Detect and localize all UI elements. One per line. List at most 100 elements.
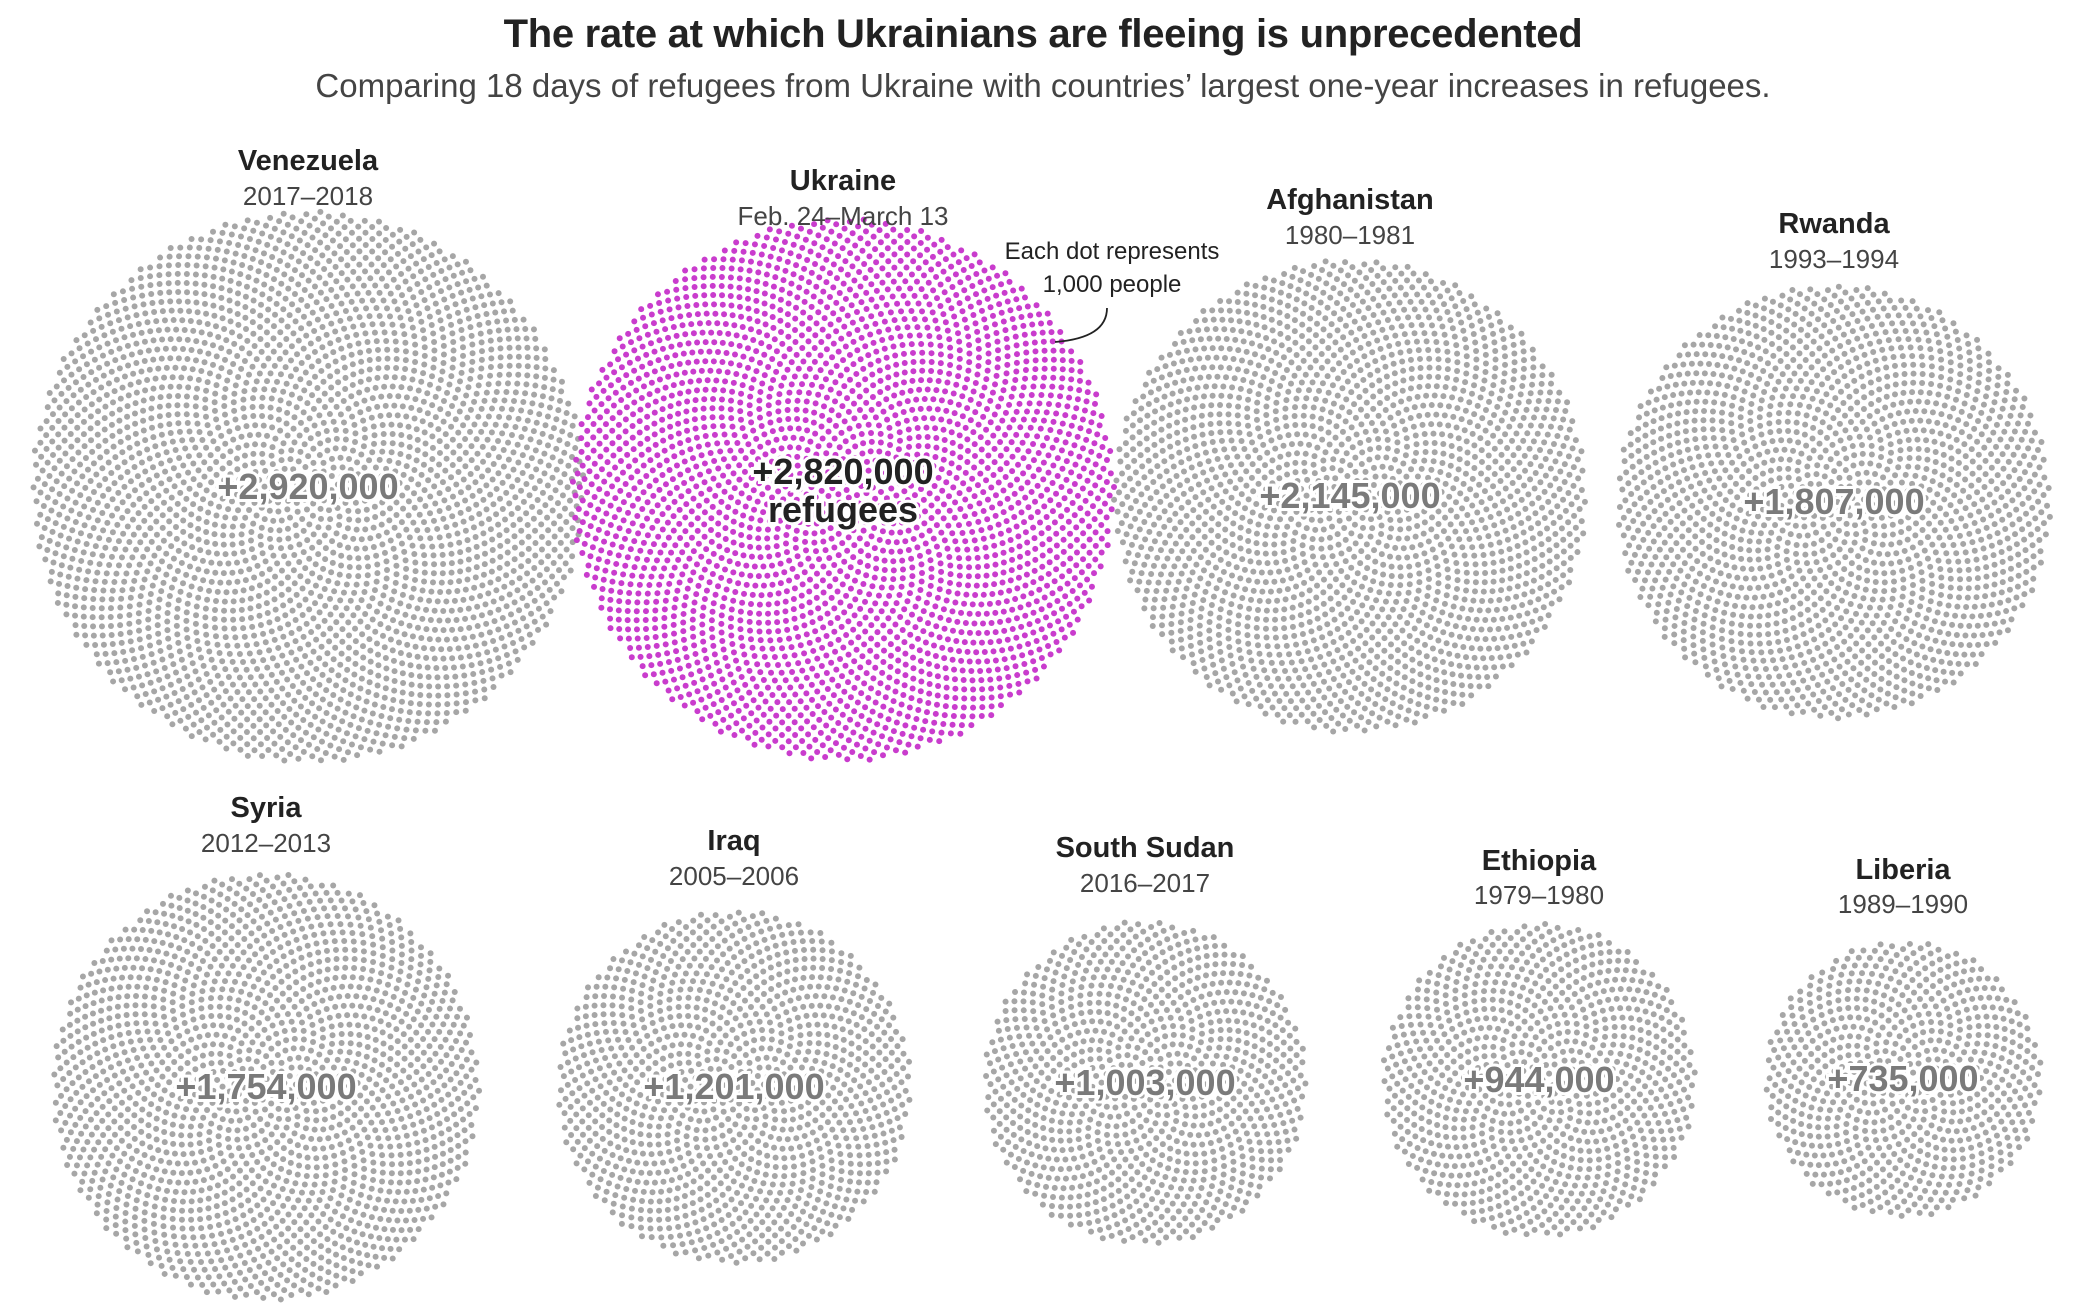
dot — [909, 377, 916, 384]
dot — [195, 594, 202, 601]
dot — [369, 595, 376, 602]
dot — [851, 455, 858, 462]
dot — [37, 489, 44, 496]
dot — [350, 323, 357, 330]
dot — [300, 409, 307, 416]
dot — [242, 557, 249, 564]
dot — [231, 407, 238, 414]
dot — [127, 594, 134, 601]
dot — [266, 475, 273, 482]
dot — [835, 682, 842, 689]
dot — [683, 541, 690, 548]
dot — [503, 489, 510, 496]
dot — [405, 498, 412, 505]
dot — [952, 538, 959, 545]
dot — [479, 669, 486, 676]
dot — [207, 430, 214, 437]
dot — [940, 515, 947, 522]
dot — [386, 313, 393, 320]
dot — [77, 461, 84, 468]
dot — [1023, 408, 1030, 415]
dot — [375, 672, 382, 679]
dot — [165, 411, 172, 418]
dot — [812, 494, 819, 501]
dot — [1053, 410, 1060, 417]
dot — [162, 468, 169, 475]
dot — [935, 377, 942, 384]
dot — [442, 276, 449, 283]
dot — [529, 577, 536, 584]
dot — [692, 650, 699, 657]
dot — [472, 642, 479, 649]
dot — [301, 387, 308, 394]
dot — [474, 603, 481, 610]
dot — [536, 439, 543, 446]
dot — [511, 533, 518, 540]
dot — [74, 538, 81, 545]
dot — [49, 486, 56, 493]
dot — [823, 652, 830, 659]
dot — [661, 606, 668, 613]
dot — [887, 309, 894, 316]
dot — [635, 495, 642, 502]
dot — [423, 719, 430, 726]
dot — [991, 459, 998, 466]
dot — [126, 611, 133, 618]
dot — [326, 677, 333, 684]
dot — [288, 719, 295, 726]
dot — [132, 420, 139, 427]
dot — [974, 482, 981, 489]
dot — [771, 653, 778, 660]
dot — [908, 581, 915, 588]
dot — [799, 667, 806, 674]
dot — [140, 407, 147, 414]
dot — [786, 557, 793, 564]
dot — [158, 588, 165, 595]
dot — [118, 325, 125, 332]
dot — [498, 299, 505, 306]
dot — [241, 253, 248, 260]
dot — [991, 581, 998, 588]
dot — [814, 655, 821, 662]
dot — [66, 475, 73, 482]
dot — [823, 279, 830, 286]
dot — [496, 413, 503, 420]
dot — [966, 629, 973, 636]
dot — [719, 638, 726, 645]
dot — [217, 726, 224, 733]
dot — [104, 360, 111, 367]
dot — [831, 628, 838, 635]
dot — [304, 303, 311, 310]
dot — [294, 482, 301, 489]
dot — [485, 452, 492, 459]
dot — [862, 376, 869, 383]
dot — [524, 462, 531, 469]
dot — [828, 594, 835, 601]
dot — [213, 353, 220, 360]
dot — [284, 262, 291, 269]
dot — [956, 432, 963, 439]
dot — [757, 414, 763, 421]
dot — [541, 346, 548, 353]
dot — [616, 506, 623, 513]
dot — [340, 398, 347, 405]
dot — [761, 351, 768, 358]
dot — [478, 356, 485, 363]
dot — [662, 597, 669, 604]
dot — [877, 502, 884, 509]
dot — [1028, 392, 1035, 399]
dot — [167, 383, 174, 390]
dot — [218, 714, 225, 721]
dot — [207, 237, 214, 244]
dot — [187, 563, 194, 570]
dot — [159, 512, 166, 519]
dot — [109, 328, 116, 335]
dot — [254, 562, 261, 569]
dot — [854, 255, 861, 262]
dot — [421, 297, 428, 304]
dot — [51, 465, 58, 472]
dot — [211, 719, 218, 726]
dot — [764, 684, 771, 691]
dot — [145, 633, 152, 640]
dot — [740, 353, 747, 360]
